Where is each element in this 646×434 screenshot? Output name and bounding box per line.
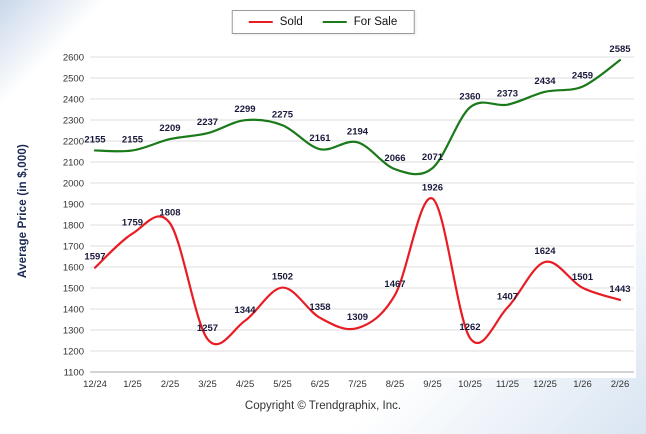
- y-tick-label: 2200: [63, 137, 84, 148]
- x-tick-label: 8/25: [386, 379, 405, 390]
- y-tick-label: 1800: [63, 221, 84, 232]
- y-tick-label: 2600: [63, 53, 84, 64]
- x-tick-label: 1/25: [123, 379, 142, 390]
- value-label: 2155: [84, 134, 106, 145]
- x-tick-label: 10/25: [458, 379, 482, 390]
- value-label: 1262: [459, 322, 480, 333]
- value-label: 1407: [497, 292, 518, 303]
- x-tick-label: 12/24: [83, 379, 107, 390]
- value-label: 2585: [609, 44, 631, 55]
- value-label: 2071: [422, 152, 444, 163]
- y-tick-label: 1900: [63, 200, 84, 211]
- value-label: 2209: [159, 123, 180, 134]
- y-tick-label: 2000: [63, 179, 84, 190]
- x-tick-label: 1/26: [573, 379, 592, 390]
- value-label: 1624: [534, 246, 556, 257]
- x-tick-label: 2/25: [161, 379, 180, 390]
- value-label: 1808: [159, 207, 180, 218]
- y-tick-label: 1400: [63, 305, 84, 316]
- y-tick-label: 1500: [63, 284, 84, 295]
- value-label: 1926: [422, 183, 443, 194]
- for-sale-line-swatch: [322, 21, 347, 23]
- value-label: 2373: [497, 89, 518, 100]
- value-label: 1443: [609, 284, 630, 295]
- value-label: 2299: [234, 104, 255, 115]
- value-label: 2155: [122, 134, 144, 145]
- y-tick-label: 1200: [63, 347, 84, 358]
- y-tick-label: 2500: [63, 74, 84, 85]
- value-label: 2194: [347, 126, 369, 137]
- value-label: 1309: [347, 312, 368, 323]
- value-label: 2161: [309, 133, 331, 144]
- value-label: 2360: [459, 91, 480, 102]
- x-tick-label: 3/25: [198, 379, 217, 390]
- legend-label-for-sale: For Sale: [353, 16, 398, 28]
- value-label: 1257: [197, 323, 218, 334]
- value-label: 2237: [197, 117, 218, 128]
- value-label: 2459: [572, 71, 593, 82]
- value-label: 1502: [272, 272, 293, 283]
- x-tick-label: 2/26: [611, 379, 630, 390]
- value-label: 1597: [84, 252, 105, 263]
- x-tick-label: 11/25: [496, 379, 519, 390]
- y-axis-title: Average Price (in $,000): [17, 143, 29, 279]
- value-label: 1344: [234, 305, 256, 316]
- y-tick-label: 1600: [63, 263, 84, 274]
- y-tick-label: 1300: [63, 326, 84, 337]
- value-label: 1467: [384, 279, 405, 290]
- value-label: 2434: [534, 76, 556, 87]
- y-tick-label: 1700: [63, 242, 84, 253]
- x-tick-label: 6/25: [311, 379, 330, 390]
- value-label: 1501: [572, 272, 594, 283]
- series-path-for-sale: [93, 59, 622, 176]
- y-tick-label: 2100: [63, 158, 84, 169]
- legend: Sold For Sale: [231, 10, 415, 34]
- x-tick-label: 7/25: [348, 379, 367, 390]
- value-label: 1759: [122, 218, 143, 229]
- legend-item-sold: Sold: [248, 16, 303, 28]
- y-tick-label: 1100: [64, 368, 84, 379]
- legend-item-for-sale: For Sale: [322, 16, 398, 28]
- series-path-sold: [93, 197, 622, 346]
- value-label: 2066: [384, 153, 405, 164]
- sold-line-swatch: [248, 21, 273, 23]
- plot-area: [84, 44, 636, 378]
- x-tick-label: 4/25: [236, 379, 255, 390]
- y-tick-label: 2300: [63, 116, 84, 127]
- value-label: 1358: [309, 302, 330, 313]
- x-tick-label: 5/25: [273, 379, 292, 390]
- legend-label-sold: Sold: [279, 16, 303, 28]
- x-tick-label: 12/25: [533, 379, 557, 390]
- y-tick-label: 2400: [63, 95, 84, 106]
- value-label: 2275: [272, 109, 294, 120]
- copyright-text: Copyright © Trendgraphix, Inc.: [244, 400, 402, 412]
- x-tick-label: 9/25: [423, 379, 442, 390]
